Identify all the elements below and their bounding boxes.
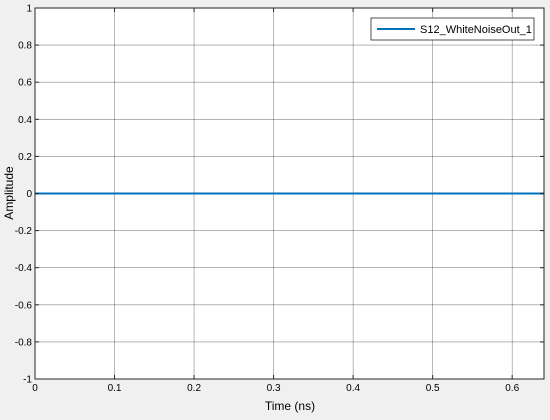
x-tick-label: 0 bbox=[32, 383, 38, 394]
y-tick-label: -0.4 bbox=[15, 263, 33, 274]
y-axis-ticks: -1 -0.8 -0.6 -0.4 -0.2 0 0.2 0.4 0.6 0.8 1 bbox=[15, 4, 544, 386]
y-tick-label: -0.8 bbox=[15, 337, 33, 348]
x-tick-label: 0.4 bbox=[346, 383, 360, 394]
y-tick-label: 0.2 bbox=[18, 152, 32, 163]
y-axis-label: Amplitude bbox=[2, 166, 16, 220]
x-tick-label: 0.2 bbox=[187, 383, 201, 394]
y-tick-label: -0.6 bbox=[15, 300, 33, 311]
y-tick-label: -1 bbox=[23, 375, 32, 386]
legend[interactable]: S12_WhiteNoiseOut_1 bbox=[370, 17, 535, 41]
y-tick-label: -0.2 bbox=[15, 226, 33, 237]
legend-box bbox=[370, 17, 535, 41]
y-tick-label: 0.6 bbox=[18, 78, 32, 89]
x-tick-label: 0.1 bbox=[108, 383, 122, 394]
y-tick-label: 0 bbox=[26, 189, 32, 200]
x-tick-label: 0.3 bbox=[267, 383, 281, 394]
legend-label: S12_WhiteNoiseOut_1 bbox=[420, 24, 532, 36]
x-tick-label: 0.6 bbox=[505, 383, 519, 394]
x-axis-label: Time (ns) bbox=[265, 399, 315, 413]
x-tick-label: 0.5 bbox=[426, 383, 440, 394]
x-axis-ticks: 0 0.1 0.2 0.3 0.4 0.5 0.6 bbox=[32, 8, 520, 394]
y-tick-label: 0.8 bbox=[18, 41, 32, 52]
y-tick-label: 0.4 bbox=[18, 115, 32, 126]
y-tick-label: 1 bbox=[26, 4, 32, 15]
